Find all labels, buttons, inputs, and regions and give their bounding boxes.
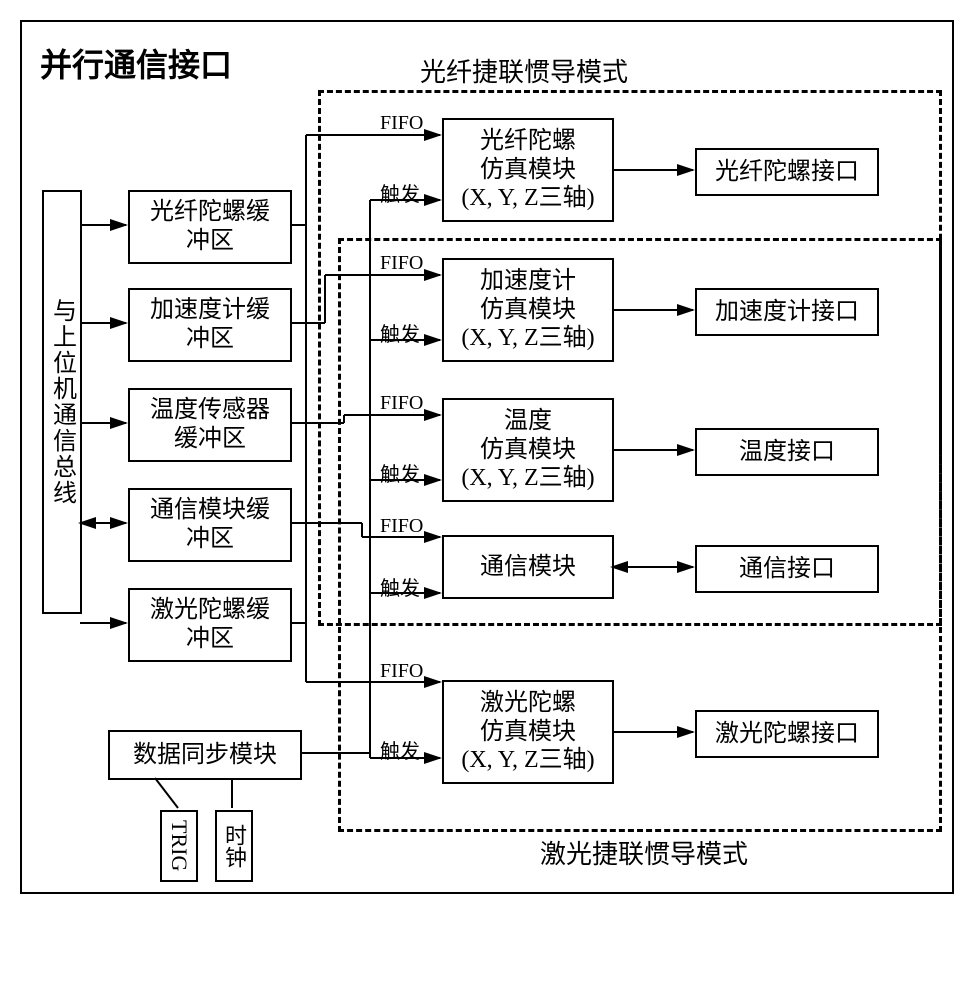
- laser-mode-label: 激光捷联惯导模式: [540, 834, 748, 871]
- module-accel-l2: 仿真模块: [480, 296, 576, 325]
- module-accel-l3: (X, Y, Z三轴): [461, 324, 594, 353]
- fog-mode-label: 光纤捷联惯导模式: [420, 52, 628, 89]
- trigger-label-4: 触发: [380, 572, 420, 601]
- module-laser-l3: (X, Y, Z三轴): [461, 746, 594, 775]
- module-accel-l1: 加速度计: [480, 267, 576, 296]
- main-title: 并行通信接口: [40, 40, 232, 86]
- trigger-label-5: 触发: [380, 735, 420, 764]
- fifo-label-1: FIFO: [380, 112, 423, 135]
- module-fog-l3: (X, Y, Z三轴): [461, 184, 594, 213]
- interface-fog: 光纤陀螺接口: [695, 148, 879, 196]
- trigger-label-3: 触发: [380, 458, 420, 487]
- module-laser: 激光陀螺 仿真模块 (X, Y, Z三轴): [442, 680, 614, 784]
- interface-accel: 加速度计接口: [695, 288, 879, 336]
- fifo-label-3: FIFO: [380, 392, 423, 415]
- interface-temp: 温度接口: [695, 428, 879, 476]
- module-temp-l1: 温度: [504, 407, 552, 436]
- module-fog-l1: 光纤陀螺: [480, 127, 576, 156]
- fifo-label-2: FIFO: [380, 252, 423, 275]
- trigger-label-1: 触发: [380, 178, 420, 207]
- bus-label: 与上位机通信总线: [42, 190, 82, 614]
- clock-label: 时钟: [215, 810, 253, 882]
- sync-module: 数据同步模块: [108, 730, 302, 780]
- module-fog: 光纤陀螺 仿真模块 (X, Y, Z三轴): [442, 118, 614, 222]
- trigger-label-2: 触发: [380, 318, 420, 347]
- module-temp-l2: 仿真模块: [480, 436, 576, 465]
- buffer-accel: 加速度计缓 冲区: [128, 288, 292, 362]
- diagram-canvas: 并行通信接口 与上位机通信总线 光纤陀螺缓 冲区 加速度计缓 冲区 温度传感器 …: [0, 0, 974, 1000]
- buffer-fog: 光纤陀螺缓 冲区: [128, 190, 292, 264]
- interface-comm: 通信接口: [695, 545, 879, 593]
- module-laser-l2: 仿真模块: [480, 718, 576, 747]
- module-laser-l1: 激光陀螺: [480, 689, 576, 718]
- module-fog-l2: 仿真模块: [480, 156, 576, 185]
- interface-laser: 激光陀螺接口: [695, 710, 879, 758]
- buffer-laser: 激光陀螺缓 冲区: [128, 588, 292, 662]
- module-comm: 通信模块: [442, 535, 614, 599]
- fifo-label-4: FIFO: [380, 515, 423, 538]
- module-temp-l3: (X, Y, Z三轴): [461, 464, 594, 493]
- module-temp: 温度 仿真模块 (X, Y, Z三轴): [442, 398, 614, 502]
- trig-label: TRIG: [160, 810, 198, 882]
- module-accel: 加速度计 仿真模块 (X, Y, Z三轴): [442, 258, 614, 362]
- buffer-temp: 温度传感器 缓冲区: [128, 388, 292, 462]
- fifo-label-5: FIFO: [380, 660, 423, 683]
- buffer-comm: 通信模块缓 冲区: [128, 488, 292, 562]
